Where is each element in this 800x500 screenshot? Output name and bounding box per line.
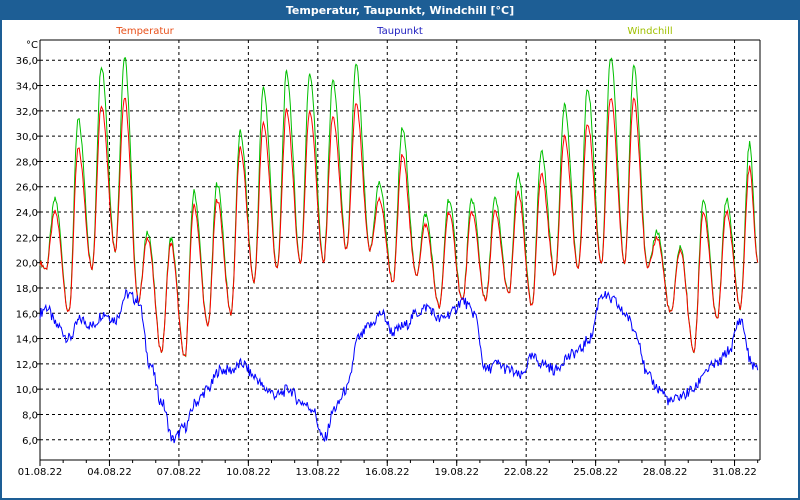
x-tick-label: 25.08.22: [573, 467, 618, 478]
x-tick-label: 13.08.22: [296, 467, 341, 478]
y-tick-label: 14,0: [16, 335, 38, 346]
x-tick-label: 16.08.22: [365, 467, 410, 478]
y-tick-label: 6,0: [22, 436, 38, 447]
y-tick-label: 30,0: [16, 132, 38, 143]
x-tick-label: 01.08.22: [18, 467, 63, 478]
y-tick-label: 8,0: [22, 410, 38, 421]
y-tick-label: 16,0: [16, 309, 38, 320]
series-taupunkt: [39, 288, 759, 444]
x-tick-label: 10.08.22: [226, 467, 271, 478]
x-tick-label: 28.08.22: [643, 467, 688, 478]
x-tick-label: 22.08.22: [504, 467, 549, 478]
legend-taupunkt: Taupunkt: [376, 26, 423, 37]
y-tick-label: 22,0: [16, 233, 38, 244]
y-tick-label: 34,0: [16, 82, 38, 93]
x-tick-label: 19.08.22: [434, 467, 479, 478]
y-tick-label: 28,0: [16, 157, 38, 168]
y-tick-label: 20,0: [16, 259, 38, 270]
y-tick-label: 36,0: [16, 56, 38, 67]
x-tick-label: 04.08.22: [87, 467, 132, 478]
series-temperatur: [39, 97, 759, 357]
y-tick-label: 26,0: [16, 183, 38, 194]
y-tick-label: 18,0: [16, 284, 38, 295]
y-tick-label: 10,0: [16, 385, 38, 396]
y-tick-label: 12,0: [16, 360, 38, 371]
y-tick-label: 24,0: [16, 208, 38, 219]
legend-windchill: Windchill: [627, 26, 672, 37]
series-windchill: [39, 57, 759, 358]
x-tick-label: 31.08.22: [712, 467, 757, 478]
window-title: Temperatur, Taupunkt, Windchill [°C]: [2, 2, 798, 20]
y-tick-label: 32,0: [16, 107, 38, 118]
legend-temperatur: Temperatur: [115, 26, 174, 37]
x-tick-label: 07.08.22: [157, 467, 202, 478]
y-axis-unit: °C: [26, 40, 38, 51]
